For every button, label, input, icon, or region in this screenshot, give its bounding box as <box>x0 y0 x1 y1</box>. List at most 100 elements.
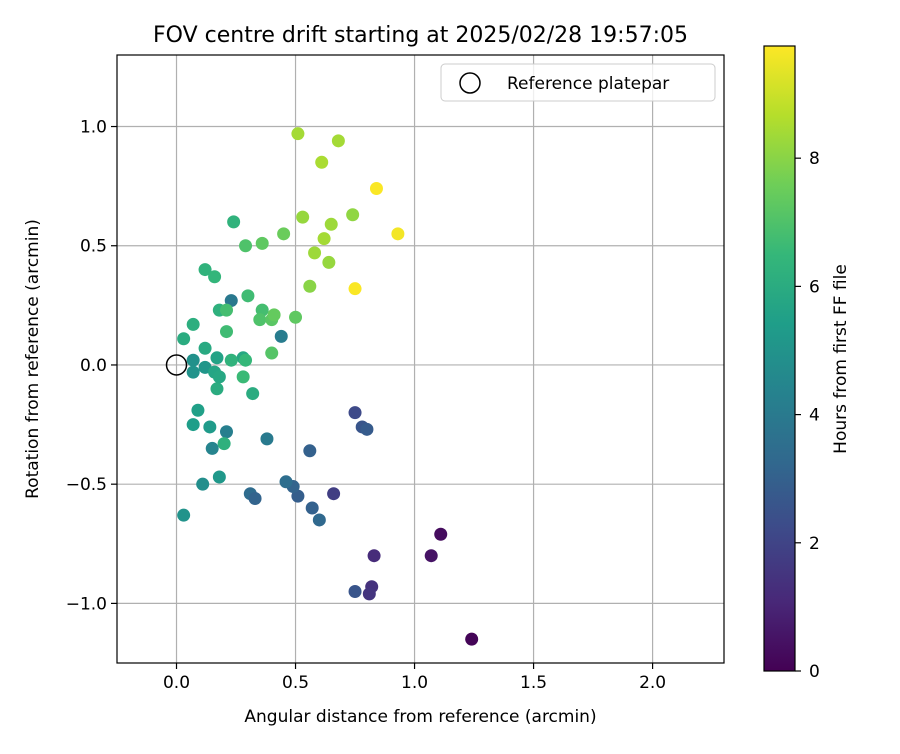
x-tick-label: 1.0 <box>401 673 428 693</box>
scatter-point <box>186 353 200 367</box>
scatter-point <box>210 382 224 396</box>
scatter-point <box>186 317 200 331</box>
colorbar: 0 2 4 6 8 Hours from first FF file <box>763 45 851 682</box>
scatter-point <box>246 387 260 401</box>
scatter-point <box>424 549 438 563</box>
scatter-point <box>308 246 322 260</box>
scatter-point <box>327 487 341 501</box>
x-tick-label: 0.5 <box>282 673 309 693</box>
x-tick-label: 0.0 <box>163 673 190 693</box>
scatter-points <box>177 127 479 646</box>
colorbar-label: Hours from first FF file <box>831 264 851 454</box>
y-tick-label: 0.5 <box>80 237 107 257</box>
scatter-point <box>303 279 317 293</box>
scatter-point <box>177 332 191 346</box>
scatter-point <box>196 477 210 491</box>
scatter-point <box>277 227 291 241</box>
scatter-point <box>236 370 250 384</box>
legend-reference-marker <box>459 72 481 94</box>
x-tick-label: 2.0 <box>639 673 666 693</box>
reference-platepar-marker <box>165 354 188 376</box>
y-axis-label: Rotation from reference (arcmin) <box>23 219 43 499</box>
scatter-point <box>198 263 212 277</box>
scatter-point <box>255 236 269 250</box>
colorbar-frame <box>763 45 796 672</box>
scatter-point <box>198 341 212 355</box>
scatter-point <box>260 432 274 446</box>
scatter-point <box>212 370 226 384</box>
scatter-point <box>465 632 479 646</box>
scatter-point <box>346 208 360 222</box>
scatter-point <box>191 403 205 417</box>
scatter-point <box>219 425 233 439</box>
scatter-point <box>324 217 338 231</box>
scatter-point <box>367 549 381 563</box>
scatter-point <box>322 255 336 269</box>
colorbar-ticks: 0 2 4 6 8 <box>795 149 820 682</box>
scatter-point <box>203 420 217 434</box>
scatter-point <box>208 270 222 284</box>
scatter-point <box>348 282 362 296</box>
scatter-point <box>348 584 362 598</box>
x-axis-ticks: 0.0 0.5 1.0 1.5 2.0 <box>163 663 666 693</box>
scatter-point <box>434 527 448 541</box>
scatter-point <box>210 351 224 365</box>
scatter-point <box>362 587 376 601</box>
scatter-point <box>239 239 253 253</box>
scatter-point <box>279 475 293 489</box>
scatter-point <box>219 325 233 339</box>
colorbar-tick-label: 2 <box>809 534 820 554</box>
scatter-point <box>212 470 226 484</box>
scatter-point <box>291 127 305 141</box>
scatter-point <box>312 513 326 527</box>
scatter-point <box>348 406 362 420</box>
scatter-point <box>265 346 279 360</box>
legend-label: Reference platepar <box>507 74 669 94</box>
scatter-point <box>239 353 253 367</box>
scatter-point <box>317 232 331 246</box>
scatter-point <box>205 441 219 455</box>
x-tick-label: 1.5 <box>520 673 547 693</box>
y-tick-label: 0.0 <box>80 356 107 376</box>
y-tick-label: −0.5 <box>66 475 107 495</box>
scatter-point <box>267 308 281 322</box>
colorbar-tick-label: 0 <box>809 662 820 682</box>
plot-frame <box>116 54 725 664</box>
scatter-point <box>391 227 405 241</box>
reference-marker-layer <box>165 354 188 376</box>
chart-title: FOV centre drift starting at 2025/02/28 … <box>153 23 688 48</box>
legend: Reference platepar <box>440 63 716 102</box>
scatter-point <box>219 303 233 317</box>
scatter-point <box>177 508 191 522</box>
y-tick-label: −1.0 <box>66 594 107 614</box>
scatter-point <box>186 365 200 379</box>
scatter-point <box>274 329 288 343</box>
x-axis-label: Angular distance from reference (arcmin) <box>244 707 596 727</box>
scatter-point <box>227 215 241 229</box>
scatter-point <box>248 491 262 505</box>
y-tick-label: 1.0 <box>80 118 107 138</box>
grid <box>117 55 724 663</box>
colorbar-gradient <box>764 46 795 671</box>
scatter-point <box>303 444 317 458</box>
plot-area <box>117 55 724 663</box>
colorbar-tick-label: 6 <box>809 277 820 297</box>
scatter-point <box>289 310 303 324</box>
scatter-point <box>305 501 319 515</box>
scatter-point <box>253 313 267 327</box>
y-axis-ticks: −1.0 −0.5 0.0 0.5 1.0 <box>66 118 117 614</box>
scatter-point <box>186 418 200 432</box>
scatter-point <box>315 155 329 169</box>
scatter-point <box>241 289 255 303</box>
colorbar-tick-label: 4 <box>809 406 820 426</box>
colorbar-tick-label: 8 <box>809 149 820 169</box>
scatter-point <box>369 182 383 196</box>
scatter-point <box>224 353 238 367</box>
scatter-point <box>331 134 345 148</box>
scatter-point <box>296 210 310 224</box>
scatter-point <box>360 422 374 436</box>
legend-box <box>440 63 716 102</box>
scatter-point <box>217 437 231 451</box>
